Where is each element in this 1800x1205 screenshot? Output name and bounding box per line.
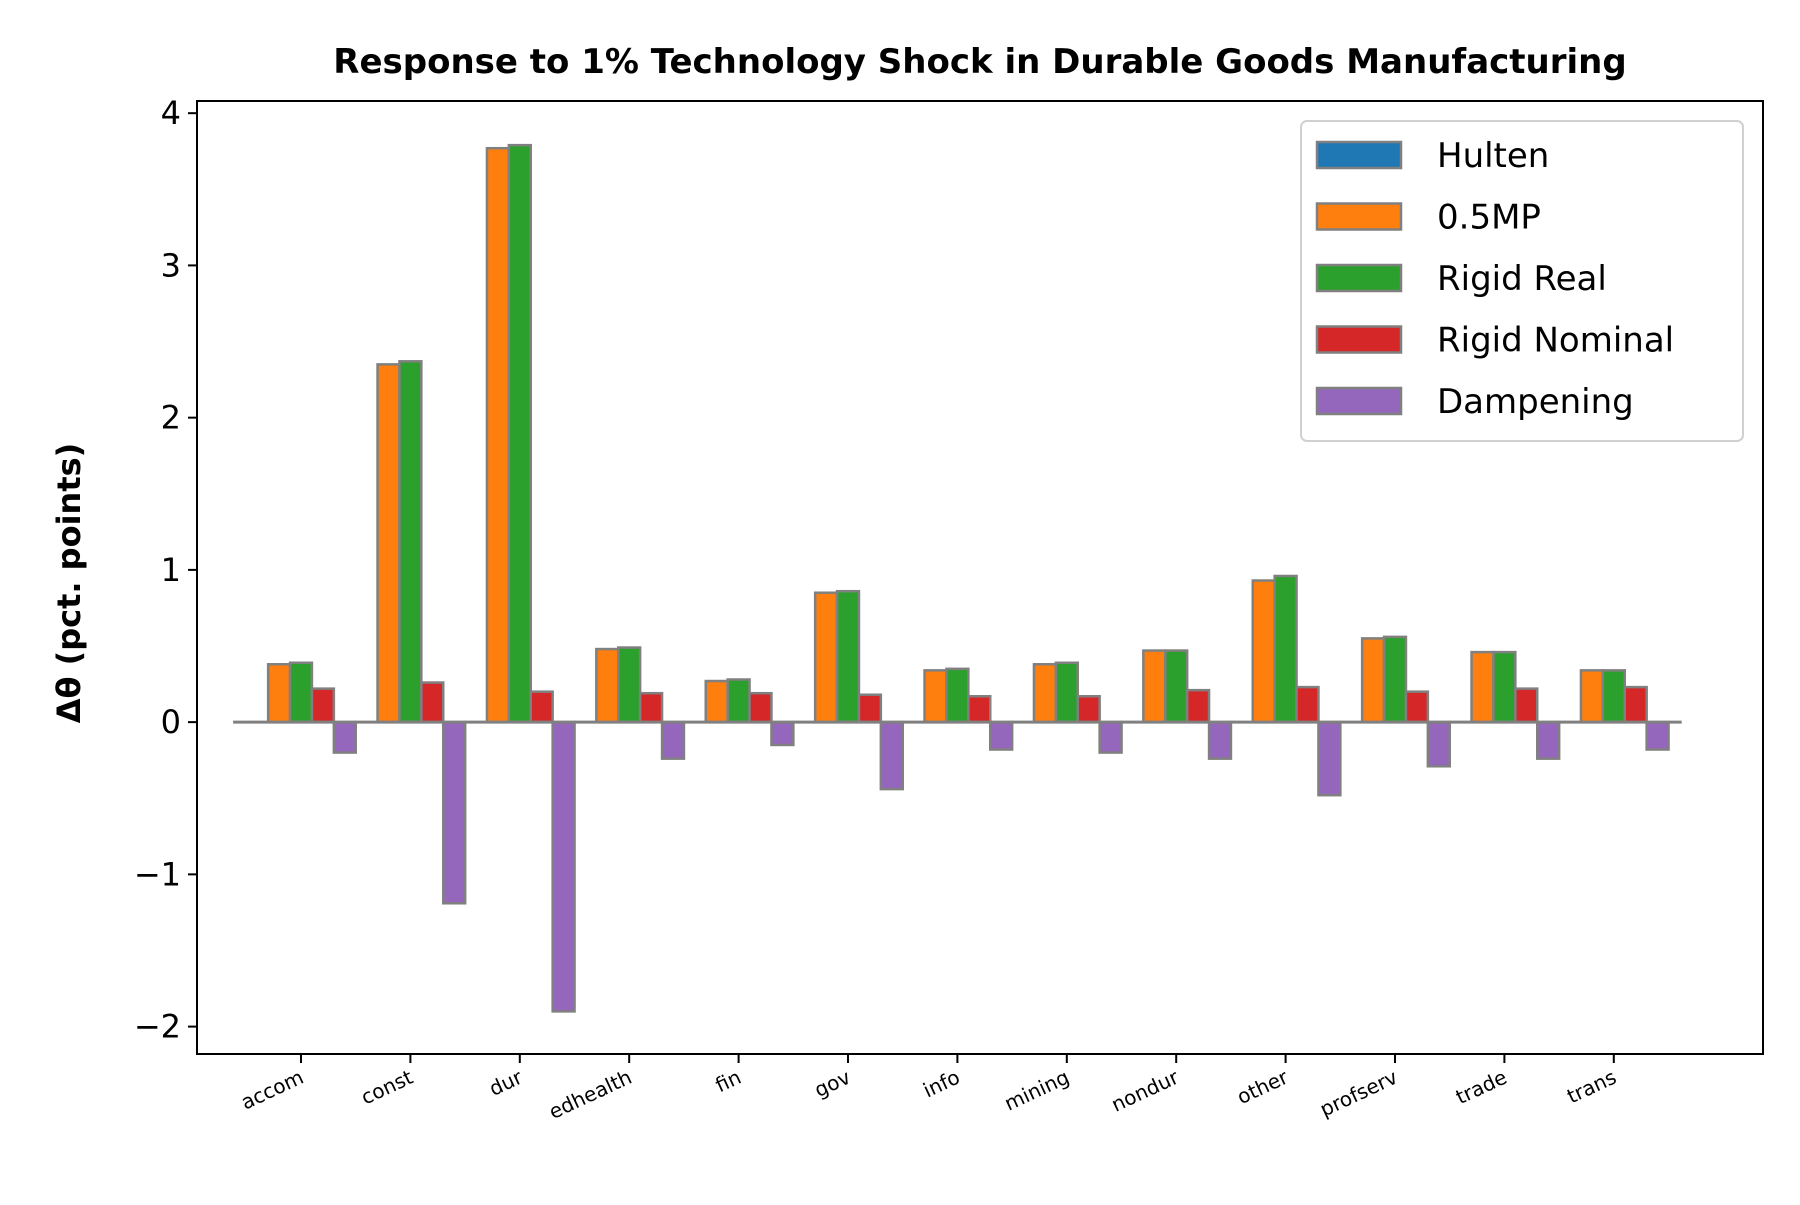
y-tick-label: 3 — [161, 246, 181, 284]
legend-label: Hulten — [1437, 136, 1549, 176]
legend-swatch — [1317, 388, 1401, 414]
legend-label: Rigid Real — [1437, 259, 1607, 299]
bar-rigid-nominal-trade — [1515, 689, 1537, 722]
bar-dampening-info — [990, 722, 1012, 749]
y-axis: −2 −1 0 1 2 3 4 — [134, 94, 197, 1045]
chart-title: Response to 1% Technology Shock in Durab… — [333, 42, 1626, 82]
x-tick-label: trans — [1563, 1065, 1620, 1108]
bar-rigid-nominal-dur — [531, 692, 553, 722]
x-tick-label: nondur — [1108, 1064, 1183, 1116]
bar-0-5mp-other — [1253, 581, 1275, 723]
bar-dampening-other — [1318, 722, 1340, 795]
bar-rigid-real-profserv — [1384, 637, 1406, 722]
bar-rigid-real-nondur — [1165, 651, 1187, 723]
x-tick-label: trade — [1452, 1065, 1510, 1109]
bar-dampening-trans — [1647, 722, 1669, 749]
bar-0-5mp-accom — [268, 664, 290, 722]
legend-swatch — [1317, 327, 1401, 353]
y-tick-label: 1 — [161, 551, 181, 589]
bar-dampening-edhealth — [662, 722, 684, 759]
legend-swatch — [1317, 142, 1401, 168]
y-tick-label: 0 — [161, 703, 181, 741]
x-tick-label: profserv — [1316, 1065, 1401, 1122]
legend: Hulten 0.5MP Rigid Real Rigid Nominal Dampen… — [1301, 121, 1743, 441]
bar-rigid-nominal-mining — [1078, 696, 1100, 722]
bar-0-5mp-fin — [706, 681, 728, 722]
bar-rigid-nominal-nondur — [1187, 690, 1209, 722]
bar-rigid-real-gov — [837, 591, 859, 722]
bar-rigid-real-dur — [509, 145, 531, 722]
bar-0-5mp-gov — [815, 593, 837, 722]
bar-0-5mp-info — [925, 670, 947, 722]
legend-label: 0.5MP — [1437, 198, 1541, 238]
bar-dampening-dur — [553, 722, 575, 1011]
bar-0-5mp-trade — [1472, 652, 1494, 722]
y-tick-label: −1 — [134, 855, 181, 893]
x-axis: accom const dur edhealth fin gov info mining non… — [237, 1054, 1620, 1124]
bar-rigid-real-other — [1275, 576, 1297, 722]
bar-0-5mp-edhealth — [596, 649, 618, 722]
bar-rigid-real-mining — [1056, 663, 1078, 722]
y-tick-label: 4 — [161, 94, 181, 132]
bar-dampening-nondur — [1209, 722, 1231, 759]
legend-label: Rigid Nominal — [1437, 321, 1674, 361]
x-tick-label: edhealth — [545, 1065, 635, 1124]
bar-dampening-accom — [334, 722, 356, 752]
x-tick-label: fin — [712, 1065, 745, 1097]
legend-swatch — [1317, 265, 1401, 291]
bar-rigid-real-edhealth — [618, 648, 640, 723]
bar-dampening-profserv — [1428, 722, 1450, 766]
bar-rigid-nominal-trans — [1625, 687, 1647, 722]
x-tick-label: mining — [1001, 1065, 1073, 1116]
x-tick-label: const — [357, 1065, 416, 1110]
bar-0-5mp-const — [378, 364, 400, 722]
bar-0-5mp-trans — [1581, 670, 1603, 722]
bar-rigid-nominal-info — [968, 696, 990, 722]
x-tick-label: info — [919, 1065, 963, 1103]
bar-rigid-real-info — [946, 669, 968, 722]
bar-0-5mp-dur — [487, 148, 509, 722]
bar-rigid-real-trans — [1603, 670, 1625, 722]
bar-dampening-gov — [881, 722, 903, 789]
bar-rigid-real-fin — [728, 680, 750, 723]
bar-rigid-nominal-const — [421, 683, 443, 723]
bar-0-5mp-profserv — [1362, 638, 1384, 722]
bar-rigid-nominal-other — [1297, 687, 1319, 722]
legend-label: Dampening — [1437, 382, 1634, 422]
x-tick-label: other — [1233, 1064, 1292, 1109]
x-tick-label: dur — [485, 1064, 526, 1100]
bar-dampening-trade — [1537, 722, 1559, 759]
y-axis-label: Δθ (pct. points) — [50, 443, 88, 724]
y-tick-label: −2 — [134, 1008, 181, 1046]
bar-rigid-real-const — [399, 361, 421, 722]
bar-rigid-nominal-edhealth — [640, 693, 662, 722]
bar-rigid-real-accom — [290, 663, 312, 722]
bar-dampening-mining — [1100, 722, 1122, 752]
bar-rigid-nominal-accom — [312, 689, 334, 722]
bar-dampening-const — [443, 722, 465, 903]
bar-0-5mp-mining — [1034, 664, 1056, 722]
bar-dampening-fin — [771, 722, 793, 745]
bar-rigid-nominal-fin — [750, 693, 772, 722]
bar-0-5mp-nondur — [1143, 651, 1165, 723]
bar-rigid-real-trade — [1493, 652, 1515, 722]
bar-rigid-nominal-profserv — [1406, 692, 1428, 722]
bar-rigid-nominal-gov — [859, 695, 881, 722]
x-tick-label: gov — [811, 1065, 855, 1102]
x-tick-label: accom — [237, 1065, 307, 1115]
legend-swatch — [1317, 204, 1401, 230]
y-tick-label: 2 — [161, 399, 181, 437]
